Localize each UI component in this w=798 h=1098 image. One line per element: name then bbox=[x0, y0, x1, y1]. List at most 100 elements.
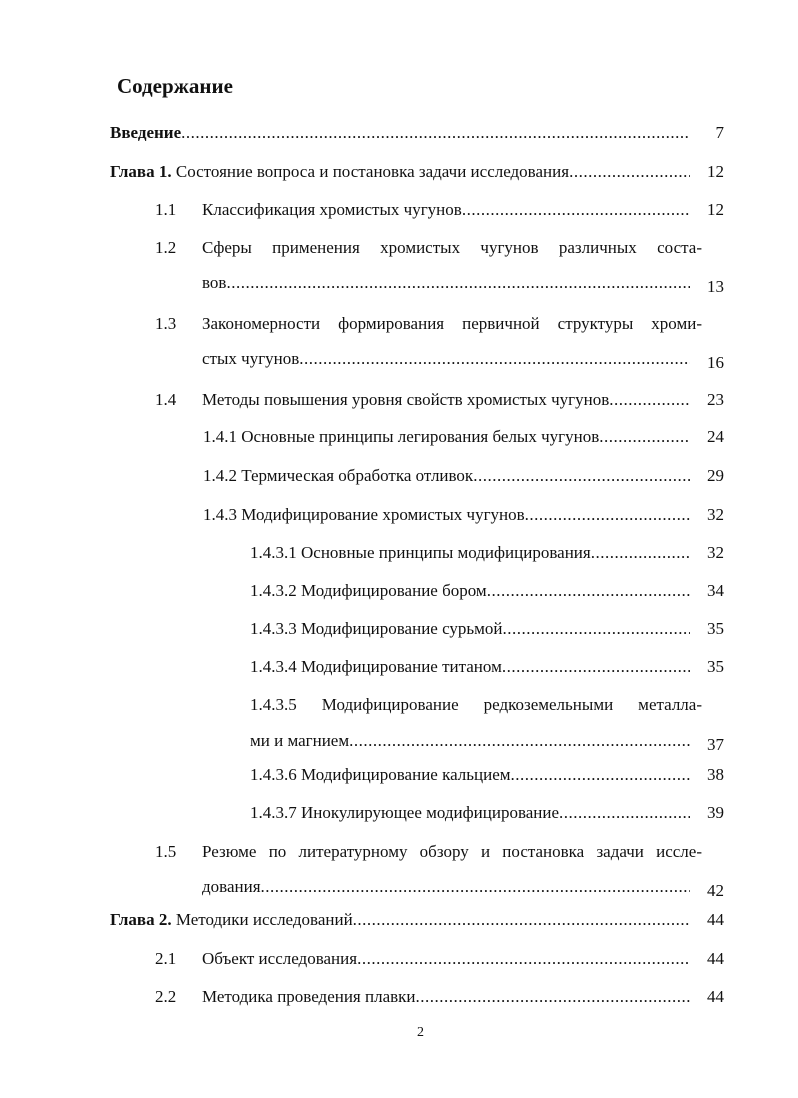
toc-entry-title: 1.4.3.5 Модифицирование редкоземельными … bbox=[250, 695, 702, 714]
dot-leader: ........................................… bbox=[524, 505, 690, 524]
dot-leader: ........................................… bbox=[502, 619, 690, 638]
toc-entry-title-text: 1.4.3.4 Модифицирование титаном bbox=[250, 657, 502, 676]
toc-entry-title-continued: ми и магнием bbox=[250, 731, 350, 750]
toc-entry-page: 37 bbox=[707, 735, 724, 754]
toc-entry-row: 1.4.1 Основные принципы легирования белы… bbox=[203, 426, 724, 448]
toc-entry-title: 1.4.3.1 Основные принципы модифицировани… bbox=[250, 542, 591, 564]
toc-entry-prefix: Глава 1. bbox=[110, 162, 172, 181]
dot-leader: ........................................… bbox=[486, 581, 690, 600]
toc-entry-title-text: 1.4.3.2 Модифицирование бором bbox=[250, 581, 487, 600]
toc-entry-page: 38 bbox=[707, 765, 724, 784]
toc-entry-title: Методы повышения уровня свойств хромисты… bbox=[202, 389, 609, 411]
toc-entry-row: 1.4.3.6 Модифицирование кальцием........… bbox=[250, 764, 724, 786]
toc-entry-row: 1.4.3.7 Инокулирующее модифицирование...… bbox=[250, 802, 724, 824]
dot-leader: ........................................… bbox=[569, 162, 690, 181]
toc-entry-title-text: Объект исследования bbox=[202, 949, 358, 968]
toc-entry-page: 23 bbox=[707, 390, 724, 409]
toc-entry-title-continued: стых чугунов bbox=[202, 349, 300, 368]
toc-entry-title: 1.4.2 Термическая обработка отливок bbox=[203, 465, 473, 487]
toc-entry-row: вов.....................................… bbox=[202, 272, 724, 296]
toc-entry-title-text: 1.4.3.1 Основные принципы модифицировани… bbox=[250, 543, 591, 562]
toc-entry-row: 2.2 Методика проведения плавки...........… bbox=[155, 986, 724, 1008]
toc-entry-row: стых чугунов............................… bbox=[202, 348, 724, 372]
toc-entry-title: Закономерности формирования первичной ст… bbox=[202, 314, 702, 333]
toc-entry-row: 1.4.3.2 Модифицирование бором...........… bbox=[250, 580, 724, 602]
toc-entry-number: 1.2 bbox=[155, 238, 177, 257]
dot-leader: ........................................… bbox=[349, 731, 690, 750]
toc-entry-number: 2.2 bbox=[155, 987, 177, 1006]
dot-leader: ........................................… bbox=[473, 466, 690, 485]
toc-entry-page: 44 bbox=[707, 949, 724, 968]
toc-entry-title: Резюме по литературному обзору и постано… bbox=[202, 842, 702, 861]
toc-entry-title-text: 1.4.2 Термическая обработка отливок bbox=[203, 466, 474, 485]
toc-entry-row: Глава 1. Состояние вопроса и постановка … bbox=[110, 161, 724, 183]
dot-leader: ........................................… bbox=[590, 543, 690, 562]
toc-entry-line: 1.3 Закономерности формирования первичной… bbox=[155, 313, 702, 335]
toc-entry-title-text: Состояние вопроса и постановка задачи ис… bbox=[171, 162, 570, 181]
toc-entry-title: 1.4.3.6 Модифицирование кальцием bbox=[250, 764, 511, 786]
toc-entry-title: Введение bbox=[110, 122, 181, 144]
toc-entry-title-text: 1.4.3 Модифицирование хромистых чугунов bbox=[203, 505, 525, 524]
toc-entry-page: 35 bbox=[707, 657, 724, 676]
toc-entry-row: 1.4.3.4 Модифицирование титаном.........… bbox=[250, 656, 724, 678]
toc-entry-title-continued: дования bbox=[202, 877, 261, 896]
toc-entry-line: 1.5 Резюме по литературному обзору и пост… bbox=[155, 841, 702, 863]
dot-leader: ........................................… bbox=[510, 765, 690, 784]
toc-entry-page: 12 bbox=[707, 162, 724, 181]
toc-entry-title: 1.4.3.4 Модифицирование титаном bbox=[250, 656, 502, 678]
toc-entry-number: 1.1 bbox=[155, 200, 177, 219]
dot-leader: ........................................… bbox=[609, 390, 690, 409]
dot-leader: ........................................… bbox=[260, 877, 690, 896]
toc-entry-row: 1.4.3.1 Основные принципы модифицировани… bbox=[250, 542, 724, 564]
toc-entry-page: 7 bbox=[715, 123, 725, 142]
toc-entry-page: 44 bbox=[707, 987, 724, 1006]
toc-entry-page: 34 bbox=[707, 581, 724, 600]
toc-entry-number: 1.5 bbox=[155, 842, 177, 861]
toc-entry-row: ми и магнием............................… bbox=[250, 730, 724, 754]
toc-entry-title-text: Методы повышения уровня свойств хромисты… bbox=[202, 390, 610, 409]
toc-entry-title: 1.4.3.2 Модифицирование бором bbox=[250, 580, 487, 602]
page-title: Содержание bbox=[117, 74, 233, 98]
dot-leader: ........................................… bbox=[226, 273, 690, 292]
toc-entry-page: 13 bbox=[707, 277, 724, 296]
toc-entry-title: Методика проведения плавки bbox=[202, 986, 416, 1008]
dot-leader: ........................................… bbox=[461, 200, 690, 219]
toc-entry-title: 1.4.3.7 Инокулирующее модифицирование bbox=[250, 802, 559, 824]
toc-entry-number: 2.1 bbox=[155, 949, 177, 968]
toc-entry-row: 1.4 Методы повышения уровня свойств хроми… bbox=[155, 389, 724, 411]
toc-entry-title: 1.4.3 Модифицирование хромистых чугунов bbox=[203, 504, 525, 526]
toc-entry-title: Объект исследования bbox=[202, 948, 357, 970]
toc-entry-row: Глава 2. Методики исследований..........… bbox=[110, 909, 724, 931]
toc-entry-title: 1.4.1 Основные принципы легирования белы… bbox=[203, 426, 599, 448]
toc-entry-row: 1.4.3.3 Модифицирование сурьмой.........… bbox=[250, 618, 724, 640]
toc-entry-row: 2.1 Объект исследования..................… bbox=[155, 948, 724, 970]
toc-entry-page: 42 bbox=[707, 881, 724, 900]
toc-entry-page: 29 bbox=[707, 466, 724, 485]
toc-entry-title: Глава 1. Состояние вопроса и постановка … bbox=[110, 161, 569, 183]
toc-entry-title-text: 1.4.3.3 Модифицирование сурьмой bbox=[250, 619, 503, 638]
dot-leader: ........................................… bbox=[559, 803, 690, 822]
toc-entry-title: Сферы применения хромистых чугунов разли… bbox=[202, 238, 702, 257]
dot-leader: ........................................… bbox=[352, 910, 690, 929]
dot-leader: ........................................… bbox=[415, 987, 690, 1006]
toc-entry-page: 12 bbox=[707, 200, 724, 219]
toc-entry-row: дования.................................… bbox=[202, 876, 724, 900]
toc-entry-row: 1.4.2 Термическая обработка отливок ....… bbox=[203, 465, 724, 487]
toc-entry-title-text: 1.4.3.6 Модифицирование кальцием bbox=[250, 765, 511, 784]
toc-entry-page: 39 bbox=[707, 803, 724, 822]
page-number: 2 bbox=[417, 1025, 424, 1040]
dot-leader: ........................................… bbox=[181, 123, 690, 142]
toc-entry-title-continued: вов bbox=[202, 273, 227, 292]
toc-entry-prefix: Введение bbox=[110, 123, 182, 142]
toc-entry-title-text: 1.4.3.7 Инокулирующее модифицирование bbox=[250, 803, 560, 822]
toc-entry-prefix: Глава 2. bbox=[110, 910, 172, 929]
toc-entry-page: 35 bbox=[707, 619, 724, 638]
toc-entry-title-text: Методики исследований bbox=[171, 910, 353, 929]
toc-entry-page: 32 bbox=[707, 505, 724, 524]
dot-leader: ........................................… bbox=[357, 949, 690, 968]
toc-entry-page: 32 bbox=[707, 543, 724, 562]
toc-entry-title-text: Классификация хромистых чугунов bbox=[202, 200, 462, 219]
toc-entry-title: Классификация хромистых чугунов bbox=[202, 199, 462, 221]
dot-leader: ........................................… bbox=[299, 349, 690, 368]
toc-entry-page: 24 bbox=[707, 427, 724, 446]
